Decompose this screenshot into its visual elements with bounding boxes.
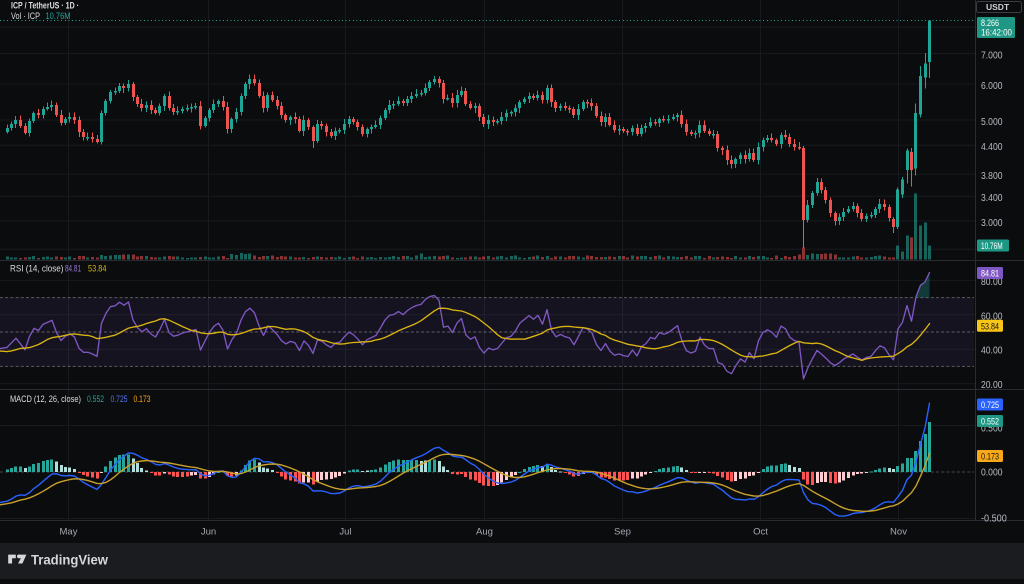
svg-text:0.725: 0.725	[111, 394, 128, 405]
svg-text:Nov: Nov	[890, 527, 907, 538]
svg-text:10.76M: 10.76M	[46, 11, 71, 21]
svg-text:3.400: 3.400	[981, 193, 1003, 204]
svg-text:8.266: 8.266	[981, 18, 999, 29]
svg-text:Jun: Jun	[201, 527, 216, 538]
svg-text:Oct: Oct	[753, 527, 768, 538]
svg-text:5.000: 5.000	[981, 117, 1003, 128]
svg-text:80.00: 80.00	[981, 277, 1003, 288]
svg-text:TradingView: TradingView	[31, 551, 108, 567]
svg-text:0.000: 0.000	[981, 468, 1003, 479]
svg-text:53.84: 53.84	[88, 264, 107, 275]
svg-text:0.725: 0.725	[981, 400, 999, 411]
svg-text:ICP / TetherUS · 1D ·: ICP / TetherUS · 1D ·	[11, 1, 79, 12]
svg-text:84.81: 84.81	[65, 264, 81, 275]
svg-text:-0.500: -0.500	[981, 514, 1007, 525]
svg-text:4.400: 4.400	[981, 142, 1003, 153]
svg-text:53.84: 53.84	[981, 321, 999, 332]
svg-text:Vol · ICP: Vol · ICP	[11, 11, 40, 21]
svg-text:3.000: 3.000	[981, 218, 1003, 229]
svg-text:USDT: USDT	[986, 2, 1010, 12]
svg-text:10.76M: 10.76M	[981, 241, 1003, 252]
svg-text:84.81: 84.81	[981, 269, 999, 280]
svg-text:60.00: 60.00	[981, 311, 1003, 322]
svg-text:0.552: 0.552	[87, 394, 104, 405]
svg-text:0.173: 0.173	[981, 452, 999, 463]
svg-text:40.00: 40.00	[981, 346, 1003, 357]
svg-text:6.000: 6.000	[981, 81, 1003, 92]
svg-text:0.500: 0.500	[981, 424, 1003, 435]
svg-text:0.552: 0.552	[981, 417, 999, 428]
svg-text:3.800: 3.800	[981, 171, 1003, 182]
svg-text:Aug: Aug	[476, 527, 493, 538]
svg-text:16:42:00: 16:42:00	[981, 28, 1012, 38]
svg-text:20.00: 20.00	[981, 380, 1003, 391]
svg-text:Sep: Sep	[614, 527, 631, 538]
svg-text:0.173: 0.173	[134, 394, 151, 405]
svg-text:RSI (14, close): RSI (14, close)	[10, 264, 64, 275]
svg-text:7.000: 7.000	[981, 51, 1003, 62]
svg-text:Jul: Jul	[339, 527, 351, 538]
svg-text:MACD (12, 26, close): MACD (12, 26, close)	[10, 394, 81, 405]
svg-text:May: May	[60, 527, 78, 538]
